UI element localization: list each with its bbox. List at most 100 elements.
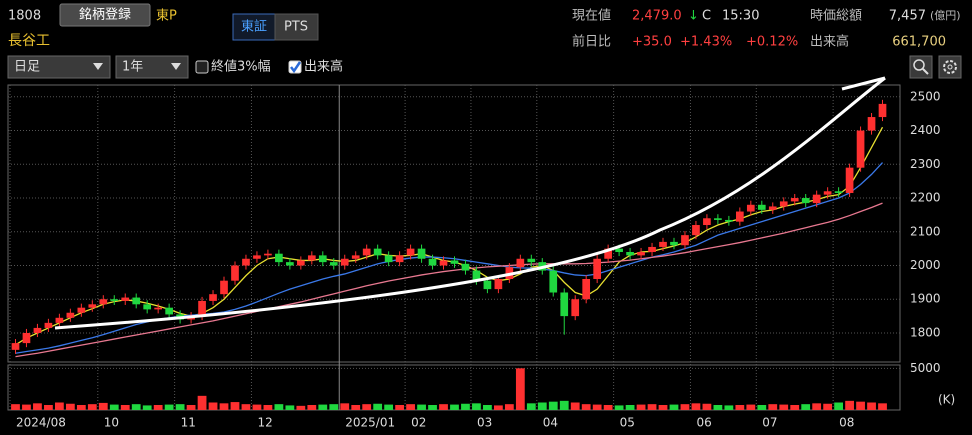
volume-bar	[186, 405, 196, 410]
trend-arrowhead	[841, 76, 886, 91]
tab-pts-label[interactable]: PTS	[284, 20, 308, 35]
candle-body	[725, 219, 733, 222]
tab-tse-label[interactable]: 東証	[241, 19, 267, 35]
y-tick-label: 2100	[910, 224, 941, 238]
volume-bar	[54, 402, 64, 410]
volume-bar	[856, 401, 865, 410]
stock-code: 1808	[8, 9, 41, 24]
candle-body	[823, 191, 832, 195]
candle-body	[132, 297, 141, 305]
candle-body	[439, 260, 448, 266]
moving-average	[15, 202, 883, 358]
volume-bar	[76, 405, 86, 410]
y-tick-label: 2300	[910, 157, 941, 171]
volume-bar	[208, 402, 218, 410]
candle-body	[220, 280, 228, 295]
volume-bar	[559, 400, 569, 410]
volume-bar	[197, 395, 207, 410]
candle-body	[845, 167, 854, 193]
x-tick-label: 2025/01	[345, 416, 395, 430]
tab-tse[interactable]	[232, 13, 276, 41]
volume-bar	[131, 404, 141, 410]
volume-bar	[713, 405, 723, 410]
range-select[interactable]	[115, 55, 189, 79]
volume-bar	[581, 404, 591, 410]
checkbox[interactable]	[195, 60, 209, 74]
candle-body	[384, 255, 393, 263]
volume-bar	[373, 403, 383, 410]
candle-body	[626, 252, 634, 256]
settings-button[interactable]	[938, 55, 962, 79]
candle-body	[253, 255, 261, 259]
candle-body	[121, 297, 130, 301]
candle-body	[472, 270, 481, 281]
y-tick-label: 1900	[910, 292, 941, 306]
volume-bar	[329, 404, 339, 410]
volume-bar	[142, 405, 152, 410]
candle-body	[99, 299, 108, 305]
volume-bar	[428, 405, 437, 410]
volume-bar	[274, 404, 284, 410]
volume-bar	[746, 404, 756, 410]
tab-pts[interactable]	[274, 13, 319, 41]
volume-bar	[153, 405, 163, 410]
register-button[interactable]	[59, 3, 151, 27]
volume-bar	[22, 404, 31, 410]
range-value[interactable]: 1年	[122, 60, 143, 75]
zoom-button[interactable]	[909, 55, 933, 79]
checkbox-label[interactable]: 出来高	[304, 59, 343, 75]
candle-body	[549, 270, 558, 293]
candle-body	[395, 255, 404, 263]
candle-body	[812, 194, 821, 204]
candle-body	[428, 258, 437, 266]
candle-body	[703, 218, 711, 226]
volume-bar	[614, 405, 624, 410]
volume-bar	[878, 403, 887, 410]
candle-body	[692, 225, 700, 236]
x-tick-label: 2024/08	[16, 416, 66, 430]
volume-bar	[384, 404, 394, 410]
volume-bar	[307, 405, 317, 410]
candle-body	[757, 204, 766, 210]
volume-bar	[219, 403, 229, 410]
candle-body	[33, 327, 42, 333]
candle-body	[198, 300, 206, 317]
volume-bar	[318, 404, 328, 410]
x-tick-label: 07	[762, 416, 777, 430]
options: 終値3%幅 出来高	[195, 59, 343, 75]
candle-body	[527, 258, 536, 263]
register-button-label[interactable]: 銘柄登録	[79, 8, 131, 23]
period-value[interactable]: 日足	[14, 60, 40, 75]
volume-bar	[175, 404, 185, 410]
candle-body	[406, 248, 415, 256]
period-select[interactable]	[7, 55, 111, 79]
volume-bar	[483, 405, 492, 410]
checkbox-label[interactable]: 終値3%幅	[211, 59, 271, 75]
volume-bar	[340, 403, 350, 410]
price-time: 15:30	[722, 9, 759, 24]
x-tick-label: 05	[620, 416, 635, 430]
volume-bar	[735, 405, 745, 410]
volume-bar	[44, 405, 53, 410]
candle-body	[571, 299, 580, 317]
candle-body	[110, 299, 119, 301]
volume-bar	[285, 405, 295, 410]
volume-bar	[362, 404, 372, 410]
y-tick-label: 2500	[910, 89, 941, 103]
volume-bar	[636, 404, 646, 410]
candle-body	[648, 246, 656, 253]
y-tick-label: 2000	[910, 258, 941, 272]
candle-body	[604, 248, 612, 259]
zoom-icon-handle	[922, 68, 929, 75]
volume-bar	[109, 404, 119, 410]
volume-bar	[395, 405, 405, 410]
candle-body	[275, 253, 283, 263]
price-direction: ↓	[688, 9, 699, 24]
volume-bar	[702, 403, 712, 410]
range-arrow	[171, 63, 181, 70]
y-tick-label: 1800	[910, 325, 941, 339]
candle-body	[790, 198, 799, 202]
candle-body	[670, 241, 678, 246]
candle-body	[615, 248, 623, 253]
candle-body	[154, 307, 163, 310]
